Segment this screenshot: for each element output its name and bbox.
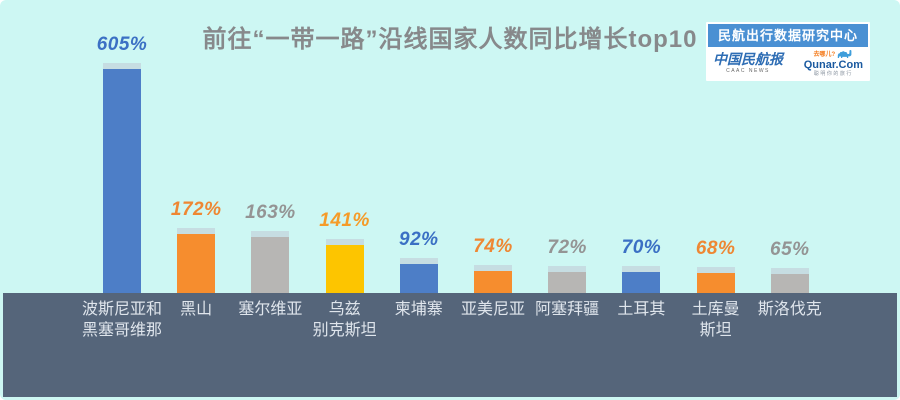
bar-cap [251,231,290,237]
badge-logos: 中国民航报 CAAC NEWS 去哪儿? Qunar.Com 聪明你的旅行 [708,47,868,79]
category-label: 黑山 [180,301,213,318]
bar-group: 605% [77,34,167,293]
bar [325,239,364,293]
bar-value-label: 605% [96,34,148,55]
qunar-logo-zh-text: 去哪儿? [813,52,836,58]
bar-value-label: 92% [399,229,439,250]
category-label: 亚美尼亚 [460,301,525,318]
badge-title: 民航出行数据研究中心 [708,24,868,47]
bar-value-label: 163% [245,202,296,223]
category-label: 柬埔寨 [394,301,443,318]
bar-group: 72% [522,237,612,293]
bar-value-label: 72% [547,237,587,258]
category-axis-band [3,293,897,397]
caac-news-logo-caption: CAAC NEWS [726,67,770,74]
qunar-logo-caption: 聪明你的旅行 [813,71,853,77]
bar-group: 92% [374,229,464,293]
bar-group: 172% [151,199,241,293]
bar-group: 70% [596,237,686,293]
research-center-badge: 民航出行数据研究中心 中国民航报 CAAC NEWS 去哪儿? Qunar.Co… [706,22,870,81]
bar-value-label: 172% [170,199,222,220]
category-label: 乌兹 别克斯坦 [312,301,377,339]
category-label: 塞尔维亚 [238,301,303,318]
bar-cap [622,266,661,272]
category-label: 波斯尼亚和 黑塞哥维那 [81,301,162,339]
bar-cap [103,63,141,69]
page-title: 前往“一带一路”沿线国家人数同比增长top10 [202,26,698,53]
bar [474,265,512,293]
bar-group: 74% [448,236,538,293]
bar-cap [325,239,364,245]
qunar-logo-top: 去哪儿? [804,49,863,59]
bar [770,268,809,293]
bar [696,267,735,293]
bar-cap [696,267,735,273]
bar-group: 163% [225,202,315,293]
bar-value-label: 65% [770,239,810,260]
bar [622,266,661,293]
bar-cap [548,266,587,272]
category-label: 斯洛伐克 [757,301,822,318]
qunar-logo: 去哪儿? Qunar.Com 聪明你的旅行 [804,49,863,77]
camel-icon [837,49,853,59]
bar-value-label: 141% [319,210,370,231]
category-label: 土库曼 斯坦 [691,301,740,339]
bar-group: 141% [300,210,390,293]
bar-value-label: 70% [621,237,662,258]
caac-news-logo-text: 中国民航报 [713,51,783,68]
bar-cap [474,265,512,271]
bar [399,258,438,293]
bar-cap [399,258,438,264]
category-label: 阿塞拜疆 [535,301,600,318]
qunar-logo-text: Qunar.Com [803,59,863,71]
bar [103,63,141,293]
bar-value-label: 68% [695,238,736,259]
caac-news-logo: 中国民航报 CAAC NEWS [713,51,783,74]
bar-cap [770,268,809,274]
bar-cap [177,228,216,234]
category-label: 土耳其 [617,301,666,318]
bar [548,266,587,293]
bar-group: 65% [745,239,835,293]
bar-value-label: 74% [473,236,513,257]
bar-group: 68% [671,238,761,293]
bar [251,231,290,293]
bar [177,228,216,293]
